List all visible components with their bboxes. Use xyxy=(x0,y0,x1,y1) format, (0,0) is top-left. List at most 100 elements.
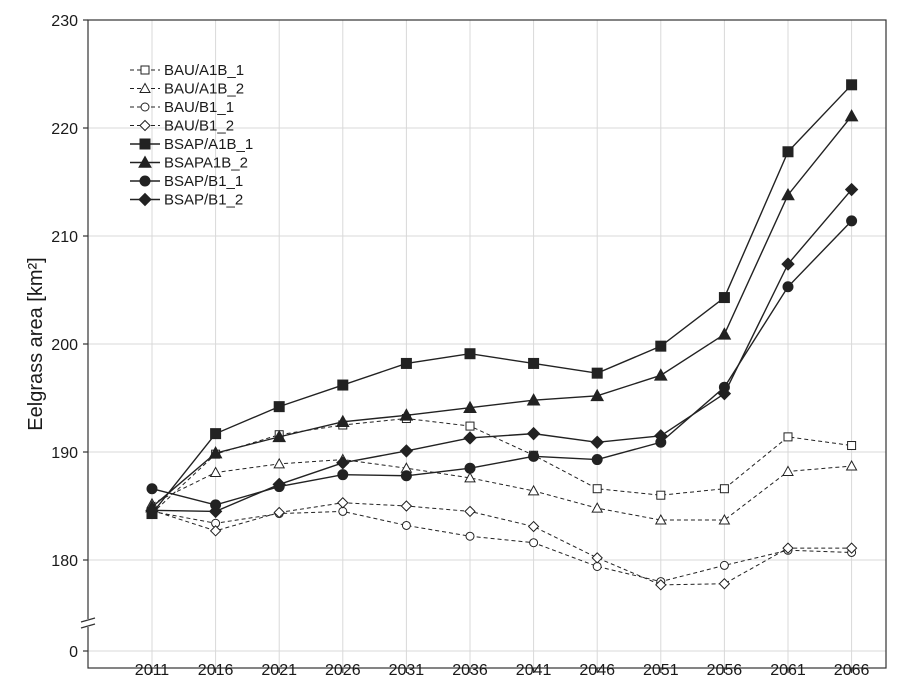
data-point xyxy=(464,462,476,474)
data-point xyxy=(781,187,795,201)
series-bau-b1-2 xyxy=(146,497,858,591)
data-point xyxy=(528,357,540,369)
data-point xyxy=(846,215,858,227)
data-point xyxy=(654,514,667,525)
y-tick-label: 190 xyxy=(51,445,78,462)
legend-entry: BAU/A1B_2 xyxy=(130,81,244,98)
data-point xyxy=(145,503,159,518)
y-tick-label: 210 xyxy=(51,229,78,246)
series-line xyxy=(151,84,853,514)
data-point xyxy=(591,552,603,564)
x-tick-label: 2011 xyxy=(135,662,170,679)
data-point xyxy=(717,327,732,340)
legend-marker xyxy=(140,65,150,75)
data-point xyxy=(655,579,667,591)
series-line xyxy=(151,189,853,513)
legend-entry: BAU/B1_2 xyxy=(130,118,234,135)
y-tick-label: 200 xyxy=(51,337,78,354)
y-tick-label: 0 xyxy=(69,644,78,661)
data-point xyxy=(399,444,414,458)
data-point xyxy=(782,465,794,476)
data-point xyxy=(273,401,285,413)
data-point xyxy=(400,357,412,369)
data-point xyxy=(718,514,731,525)
data-point xyxy=(844,109,859,122)
data-point xyxy=(591,502,604,513)
data-point xyxy=(527,520,540,533)
data-point xyxy=(782,281,794,293)
data-point xyxy=(845,542,858,554)
legend-marker xyxy=(139,175,151,187)
data-point xyxy=(782,146,794,158)
data-point xyxy=(590,435,604,449)
legend-label: BAU/B1_2 xyxy=(164,118,234,135)
series-line xyxy=(151,459,852,521)
legend-entry: BAU/B1_1 xyxy=(130,99,234,116)
y-axis-title: Eelgrass area [km²] xyxy=(25,257,47,430)
data-point xyxy=(592,484,602,494)
y-tick-label: 220 xyxy=(51,121,78,138)
data-point xyxy=(400,500,413,512)
legend-label: BSAPA1B_2 xyxy=(164,155,248,172)
x-tick-label: 2021 xyxy=(261,662,297,679)
legend-marker xyxy=(138,192,152,207)
data-point xyxy=(526,426,541,441)
x-tick-label: 2016 xyxy=(198,662,234,679)
series-bsap-b1-2 xyxy=(145,182,859,519)
data-point xyxy=(590,388,605,402)
legend-entry: BSAP/B1_2 xyxy=(130,192,243,209)
data-point xyxy=(845,460,858,471)
legend-entry: BSAP/B1_1 xyxy=(130,173,243,190)
data-point xyxy=(592,561,602,571)
data-point xyxy=(654,429,668,443)
data-point xyxy=(719,560,729,570)
data-point xyxy=(718,292,730,304)
legend-marker xyxy=(139,119,151,132)
legend-label: BSAP/B1_1 xyxy=(164,173,243,190)
y-tick-label: 180 xyxy=(51,553,78,570)
x-tick-label: 2046 xyxy=(579,662,615,679)
data-point xyxy=(656,490,666,500)
x-tick-label: 2056 xyxy=(707,662,743,679)
legend-marker xyxy=(138,155,152,168)
data-point xyxy=(717,386,732,401)
data-point xyxy=(336,456,350,470)
series-bsap-a1b-1 xyxy=(146,79,858,520)
data-point xyxy=(846,79,858,91)
axis-break-gap xyxy=(81,619,95,627)
x-tick-label: 2031 xyxy=(389,662,425,679)
series-line xyxy=(151,510,852,583)
data-point xyxy=(272,429,287,443)
data-point xyxy=(591,367,603,379)
data-point xyxy=(399,408,414,421)
data-point xyxy=(209,525,222,537)
data-point xyxy=(400,470,412,482)
data-point xyxy=(529,538,539,548)
data-point xyxy=(273,506,285,519)
tick-labels: 0 180 190 200 210 220 230 2011 2016 2021 2026 2031 2… xyxy=(51,13,869,679)
axis-break-slash xyxy=(80,623,96,629)
data-point xyxy=(464,348,476,360)
x-tick-label: 2026 xyxy=(325,662,361,679)
data-point xyxy=(337,497,349,509)
data-point xyxy=(209,466,222,478)
data-point xyxy=(335,414,350,428)
y-tick-label: 230 xyxy=(51,13,78,30)
data-point xyxy=(465,531,475,541)
legend-entry: BAU/A1B_1 xyxy=(130,62,244,79)
data-point xyxy=(719,484,729,494)
data-point xyxy=(844,182,859,197)
legend-label: BAU/B1_1 xyxy=(164,99,234,116)
data-point xyxy=(337,379,349,391)
data-point xyxy=(208,446,223,459)
data-point xyxy=(781,257,795,271)
data-point xyxy=(782,542,794,554)
x-tick-label: 2061 xyxy=(770,662,806,679)
data-point xyxy=(338,506,348,516)
data-point xyxy=(465,421,475,431)
legend-label: BSAP/B1_2 xyxy=(164,192,243,209)
data-point xyxy=(464,505,476,518)
data-point xyxy=(146,483,158,495)
